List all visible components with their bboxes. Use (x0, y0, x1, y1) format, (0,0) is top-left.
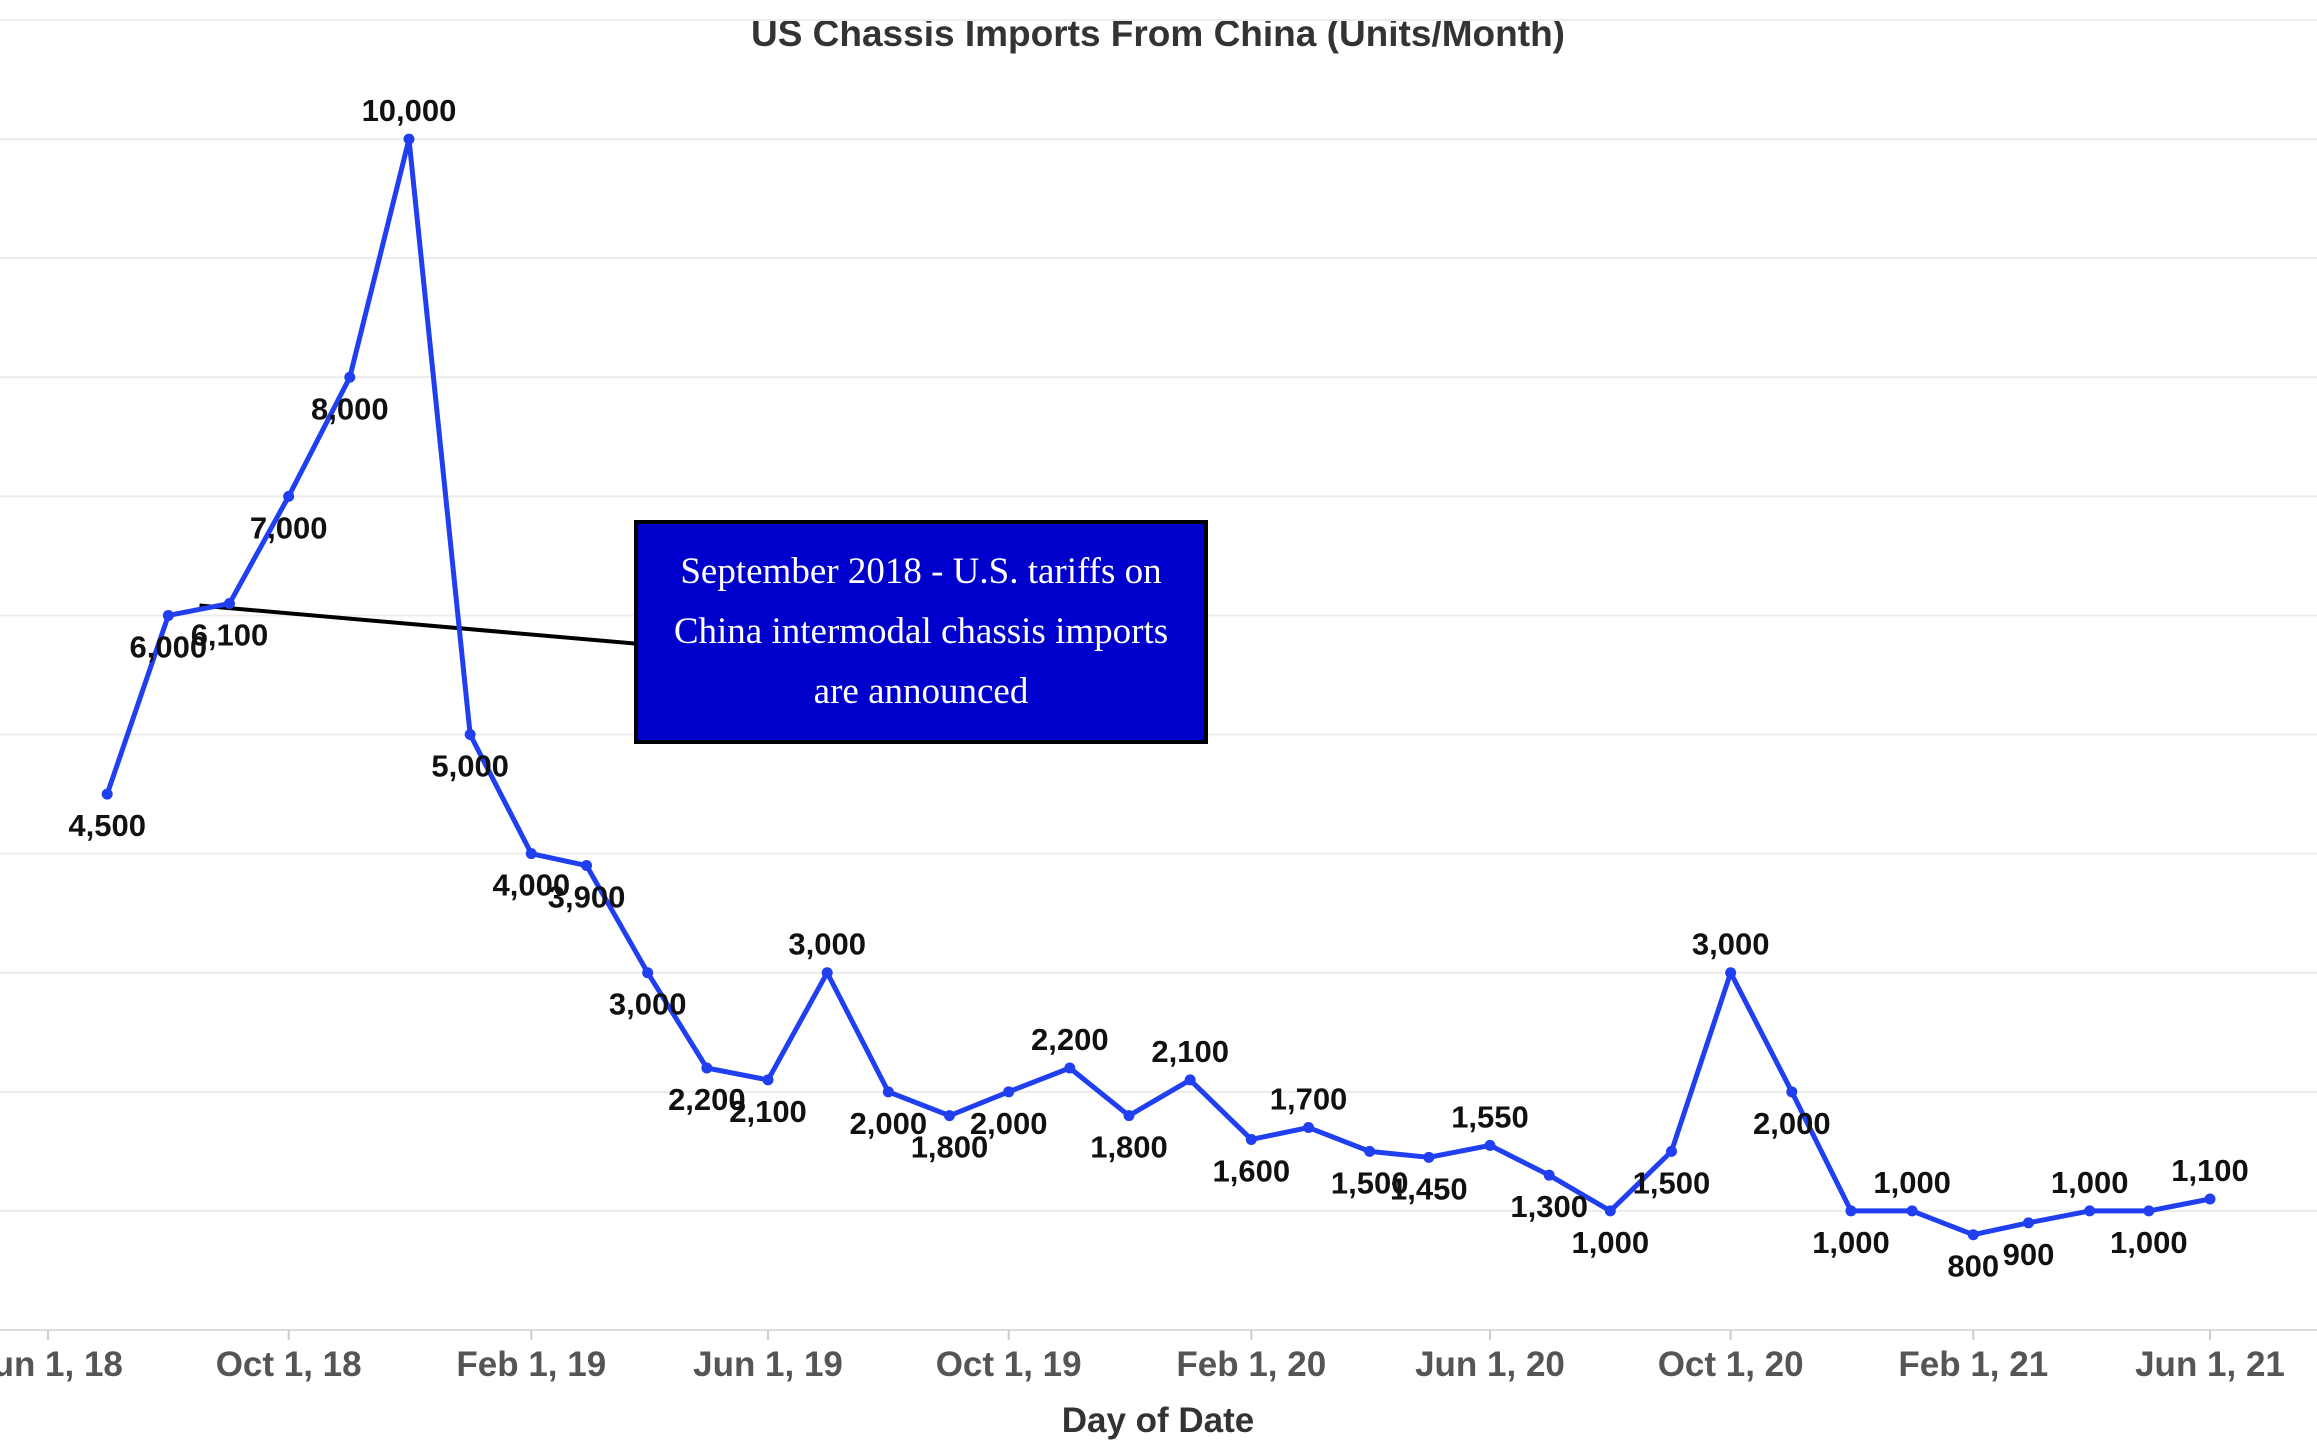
data-point (1604, 1205, 1616, 1217)
data-point (1364, 1145, 1376, 1157)
x-tick-label: Jun 1, 18 (0, 1345, 123, 1384)
data-label: 1,000 (1572, 1225, 1650, 1260)
data-label: 8,000 (311, 391, 389, 426)
data-label: 900 (2003, 1237, 2055, 1272)
data-label: 3,000 (788, 927, 866, 962)
data-label: 1,300 (1510, 1189, 1588, 1224)
gridlines (0, 19, 2317, 1331)
data-point (2143, 1205, 2155, 1217)
data-point (882, 1086, 894, 1098)
data-point (2084, 1205, 2096, 1217)
data-label: 2,000 (850, 1106, 928, 1141)
data-point (1845, 1205, 1857, 1217)
annotation-connector-line (199, 603, 641, 646)
data-label: 1,800 (911, 1130, 989, 1165)
data-point (1484, 1139, 1496, 1151)
data-point (223, 598, 235, 610)
data-point (1543, 1169, 1555, 1181)
x-tick-label: Jun 1, 21 (2135, 1345, 2285, 1384)
x-tick-label: Jun 1, 19 (693, 1345, 843, 1384)
data-label: 2,200 (1031, 1022, 1109, 1057)
data-point (403, 133, 415, 145)
data-label: 6,100 (191, 618, 269, 653)
data-label: 1,600 (1213, 1153, 1291, 1188)
data-point (1665, 1145, 1677, 1157)
data-point (1303, 1122, 1315, 1134)
data-point (1123, 1110, 1135, 1122)
x-axis-title: Day of Date (1062, 1401, 1255, 1440)
data-label: 1,700 (1270, 1082, 1348, 1117)
data-point (1003, 1086, 1015, 1098)
data-label: 1,100 (2171, 1153, 2249, 1188)
data-label: 1,800 (1090, 1130, 1168, 1165)
data-point (2204, 1193, 2216, 1205)
data-label: 3,000 (1692, 927, 1770, 962)
data-label: 1,000 (2051, 1165, 2129, 1200)
data-point (701, 1062, 713, 1074)
data-point (821, 967, 833, 979)
series-line (104, 136, 2211, 1238)
series-imports (101, 133, 2216, 1241)
data-point (283, 490, 295, 502)
data-point (1786, 1086, 1798, 1098)
x-tick-label: Oct 1, 20 (1658, 1345, 1804, 1384)
data-point (642, 967, 654, 979)
data-label: 3,000 (609, 987, 687, 1022)
data-point (1064, 1062, 1076, 1074)
data-label: 6,000 (130, 629, 208, 664)
data-label: 5,000 (431, 749, 509, 784)
data-point (1906, 1205, 1918, 1217)
data-label: 800 (1947, 1249, 1999, 1284)
data-label: 3,900 (548, 880, 626, 915)
data-point (1967, 1229, 1979, 1241)
data-label: 1,550 (1451, 1099, 1529, 1134)
data-label: 2,000 (970, 1106, 1048, 1141)
x-tick-label: Jun 1, 20 (1415, 1345, 1565, 1384)
data-point (1184, 1074, 1196, 1086)
data-label: 2,000 (1753, 1106, 1831, 1141)
data-label: 2,200 (668, 1082, 746, 1117)
x-tick-label: Oct 1, 18 (216, 1345, 362, 1384)
data-label: 1,500 (1633, 1165, 1711, 1200)
data-point (525, 848, 537, 860)
data-label: 1,000 (1873, 1165, 1951, 1200)
data-point (762, 1074, 774, 1086)
data-label: 7,000 (250, 510, 328, 545)
data-point (1725, 967, 1737, 979)
data-point (162, 609, 174, 621)
data-label: 4,500 (68, 808, 146, 843)
data-point (1245, 1133, 1257, 1145)
data-point (581, 860, 593, 872)
annotation-box: September 2018 - U.S. tariffs on China i… (634, 520, 1208, 744)
x-tick-label: Oct 1, 19 (936, 1345, 1082, 1384)
x-tick-label: Feb 1, 21 (1898, 1345, 2048, 1384)
data-label: 1,000 (1812, 1225, 1890, 1260)
annotation-text: September 2018 - U.S. tariffs on China i… (673, 551, 1169, 712)
x-axis-ticks: Jun 1, 18 Oct 1, 18 Feb 1, 19 Jun 1, 19 Oct … (0, 1330, 2285, 1384)
data-point (464, 729, 476, 741)
data-label: 1,500 (1331, 1165, 1409, 1200)
data-point (1423, 1151, 1435, 1163)
data-label: 1,450 (1390, 1171, 1468, 1206)
data-label: 2,100 (1151, 1034, 1229, 1069)
x-tick-label: Feb 1, 19 (456, 1345, 606, 1384)
data-point (943, 1110, 955, 1122)
data-point (344, 371, 356, 383)
data-point (2023, 1217, 2035, 1229)
data-label: 4,000 (493, 868, 571, 903)
data-label: 2,100 (729, 1094, 807, 1129)
data-point (101, 788, 113, 800)
x-tick-label: Feb 1, 20 (1176, 1345, 1326, 1384)
data-label: 1,000 (2110, 1225, 2188, 1260)
data-label: 10,000 (362, 93, 457, 128)
